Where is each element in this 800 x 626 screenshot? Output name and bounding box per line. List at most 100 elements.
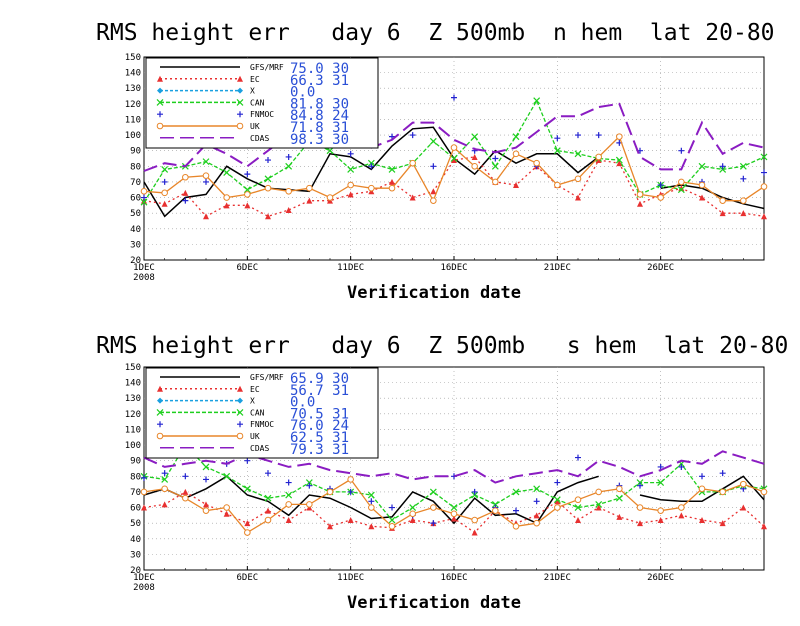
- data-point: [471, 153, 478, 160]
- data-point: [595, 488, 602, 496]
- data-point: [471, 529, 478, 536]
- legend-stat: 84.8 24: [290, 108, 349, 124]
- data-point: [161, 200, 168, 207]
- legend-stat: 76.0 24: [290, 418, 349, 434]
- data-point: [430, 520, 437, 527]
- x-axis-label: Verification date: [347, 283, 521, 303]
- data-point: [409, 159, 416, 167]
- data-point: [182, 197, 189, 204]
- legend-label: CAN: [250, 408, 265, 417]
- data-point: [451, 157, 457, 164]
- data-point: [595, 500, 603, 508]
- legend-label: FNMOC: [250, 420, 274, 429]
- data-point: [657, 517, 664, 524]
- chart-title: RMS height err day 6 Z 500mb n hem lat 2…: [96, 20, 775, 46]
- data-point: [698, 162, 706, 170]
- data-point: [533, 512, 540, 519]
- legend-stat: 66.3 31: [290, 73, 349, 89]
- data-point: [492, 507, 499, 514]
- data-point: [554, 498, 561, 505]
- legend-stat: 98.3 30: [290, 132, 349, 148]
- data-point: [450, 155, 458, 162]
- y-tick-label: 100: [125, 131, 141, 141]
- data-point: [347, 181, 354, 189]
- data-point: [719, 488, 726, 496]
- y-tick-label: 150: [125, 363, 141, 373]
- data-point: [237, 87, 243, 94]
- data-point: [244, 191, 251, 198]
- y-tick-label: 60: [130, 194, 141, 204]
- data-point: [237, 385, 243, 392]
- data-point: [140, 198, 148, 206]
- data-point: [306, 184, 313, 192]
- y-tick-label: 150: [125, 53, 141, 63]
- data-point: [491, 162, 499, 170]
- data-point: [156, 98, 164, 106]
- data-point: [657, 463, 664, 470]
- data-point: [141, 197, 147, 204]
- x-tick-label: 1DEC: [133, 263, 155, 273]
- data-point: [554, 135, 561, 142]
- x-tick-label: 16DEC: [440, 573, 467, 583]
- data-point: [182, 494, 189, 502]
- data-point: [740, 480, 747, 488]
- data-point: [512, 522, 520, 530]
- data-point: [471, 133, 479, 141]
- data-point: [451, 94, 457, 101]
- data-point: [389, 178, 395, 185]
- data-point: [141, 504, 147, 511]
- y-tick-label: 40: [130, 225, 141, 235]
- data-point: [157, 421, 163, 428]
- data-point: [740, 504, 747, 511]
- x-tick-label: 6DEC: [236, 573, 258, 583]
- data-point: [306, 501, 313, 508]
- data-point: [492, 178, 499, 186]
- data-point: [677, 186, 685, 194]
- data-point: [237, 75, 243, 82]
- legend-stat: 81.8 30: [290, 96, 349, 112]
- data-point: [616, 485, 623, 493]
- data-point: [657, 479, 665, 486]
- data-point: [157, 75, 163, 82]
- data-point: [202, 463, 210, 471]
- data-point: [140, 488, 148, 496]
- data-point: [264, 494, 272, 502]
- data-point: [182, 173, 189, 181]
- data-point: [265, 157, 271, 164]
- data-point: [739, 162, 747, 170]
- data-point: [223, 504, 230, 511]
- data-point: [141, 194, 147, 201]
- data-point: [368, 184, 375, 192]
- y-tick-label: 80: [130, 472, 141, 482]
- data-point: [760, 183, 768, 190]
- data-point: [657, 182, 664, 189]
- data-point: [141, 474, 147, 481]
- data-point: [450, 144, 458, 151]
- data-point: [471, 488, 478, 495]
- legend-label: EC: [250, 385, 260, 394]
- data-point: [161, 178, 168, 185]
- y-tick-label: 100: [125, 441, 141, 451]
- data-point: [719, 210, 726, 217]
- data-point: [698, 181, 706, 189]
- data-point: [203, 476, 209, 483]
- data-point: [265, 213, 271, 220]
- data-point: [223, 510, 230, 517]
- data-point: [575, 194, 581, 201]
- y-tick-label: 120: [125, 410, 141, 420]
- data-point: [657, 194, 664, 201]
- x-tick-label: 11DEC: [337, 573, 364, 583]
- data-point: [512, 133, 520, 141]
- x-tick-label: 1DEC: [133, 573, 155, 583]
- data-point: [140, 187, 148, 195]
- data-point: [740, 197, 747, 204]
- data-point: [347, 488, 354, 495]
- legend-stat: 0.0: [290, 85, 315, 101]
- legend-stat: 0.0: [290, 395, 315, 411]
- data-point: [244, 171, 251, 178]
- data-point: [157, 111, 163, 118]
- data-point: [761, 169, 767, 176]
- data-point: [285, 491, 293, 499]
